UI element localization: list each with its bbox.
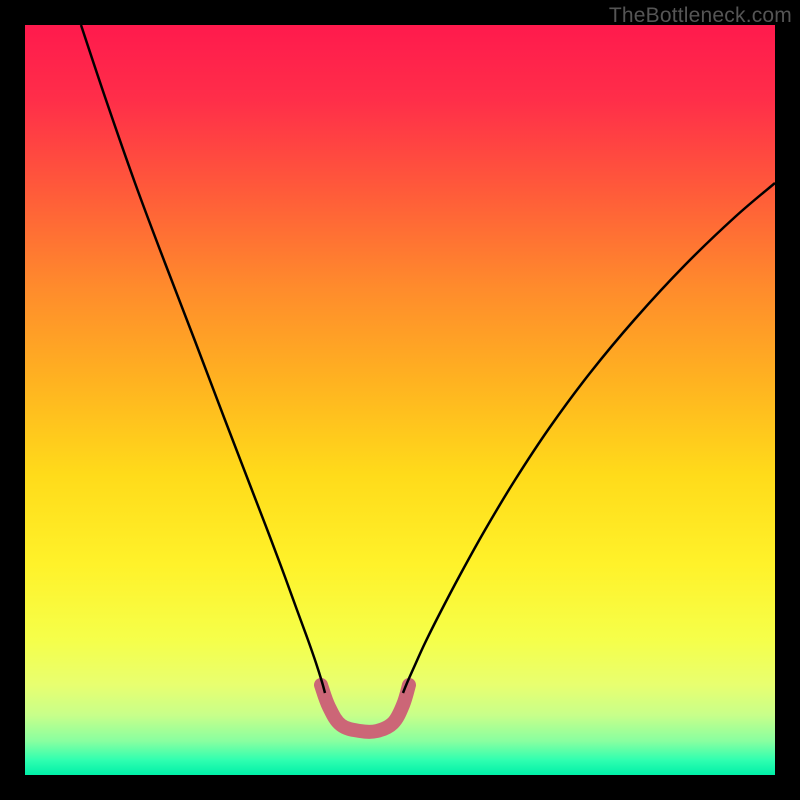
watermark-text: TheBottleneck.com xyxy=(609,4,792,28)
curve-left xyxy=(81,25,325,693)
curve-right xyxy=(403,183,775,693)
plot-area xyxy=(25,25,775,775)
valley-marker xyxy=(321,685,409,732)
curves-layer xyxy=(25,25,775,775)
chart-frame: TheBottleneck.com xyxy=(0,0,800,800)
